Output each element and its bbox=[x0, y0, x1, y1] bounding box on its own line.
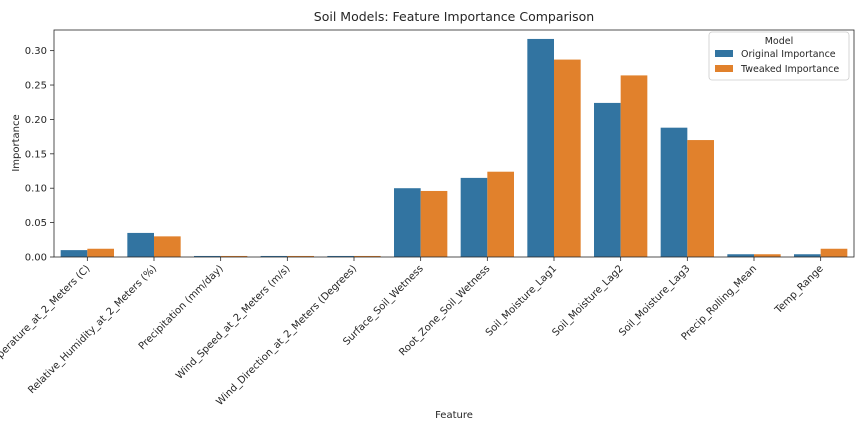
x-tick-label: Temperature_at_2_Meters (C) bbox=[0, 263, 93, 375]
bar-tweaked bbox=[554, 59, 581, 257]
bar-tweaked bbox=[620, 75, 648, 258]
bar-tweaked bbox=[420, 190, 448, 257]
x-tick-label: Soil_Moisture_Lag3 bbox=[617, 263, 692, 338]
y-tick-label: 0.25 bbox=[25, 81, 47, 92]
bar-original bbox=[660, 127, 688, 257]
bar-tweaked bbox=[287, 255, 314, 257]
x-tick-label: Soil_Moisture_Lag2 bbox=[551, 263, 626, 338]
bar-original bbox=[527, 38, 554, 257]
bar-original bbox=[460, 177, 488, 257]
bar-original bbox=[127, 232, 154, 257]
x-tick-label: Soil_Moisture_Lag1 bbox=[484, 263, 559, 338]
bar-tweaked bbox=[487, 171, 514, 257]
x-tick-label: Temp_Range bbox=[773, 263, 826, 316]
x-tick-label: Wind_Speed_at_2_Meters (m/s) bbox=[174, 263, 292, 381]
y-tick-label: 0.00 bbox=[25, 253, 47, 264]
chart-title: Soil Models: Feature Importance Comparis… bbox=[314, 9, 594, 24]
bar-tweaked bbox=[220, 255, 248, 257]
bars bbox=[60, 38, 848, 258]
bar-original bbox=[327, 255, 354, 257]
legend-swatch-original bbox=[715, 50, 733, 57]
x-tick-label: Wind_Direction_at_2_Meters (Degrees) bbox=[215, 263, 360, 408]
bar-original bbox=[727, 254, 754, 257]
legend-box bbox=[708, 31, 850, 81]
bar-tweaked bbox=[154, 236, 181, 257]
bar-tweaked bbox=[820, 248, 848, 257]
y-tick-label: 0.10 bbox=[25, 184, 47, 195]
x-axis: Temperature_at_2_Meters (C)Relative_Humi… bbox=[0, 257, 826, 408]
bar-original bbox=[60, 250, 88, 257]
legend-label-original: Original Importance bbox=[741, 49, 836, 60]
y-tick-label: 0.30 bbox=[25, 46, 47, 57]
x-tick-label: Relative_Humidity_at_2_Meters (%) bbox=[26, 263, 159, 396]
legend: Model Original Importance Tweaked Import… bbox=[708, 31, 850, 81]
bar-original bbox=[194, 255, 221, 257]
bar-original bbox=[794, 254, 821, 257]
bar-tweaked bbox=[754, 254, 781, 257]
x-axis-label: Feature bbox=[435, 410, 473, 421]
y-axis: 0.00 0.05 0.10 0.15 0.20 0.25 0.30 bbox=[25, 46, 54, 264]
legend-swatch-tweaked bbox=[715, 65, 733, 72]
bar-original bbox=[594, 102, 621, 257]
y-tick-label: 0.15 bbox=[25, 149, 47, 160]
y-axis-label: Importance bbox=[11, 114, 22, 171]
bar-tweaked bbox=[87, 248, 114, 257]
bar-tweaked bbox=[354, 255, 381, 257]
legend-title: Model bbox=[765, 36, 794, 47]
legend-label-tweaked: Tweaked Importance bbox=[740, 64, 839, 75]
x-tick-label: Precip_Rolling_Mean bbox=[680, 263, 759, 342]
y-tick-label: 0.05 bbox=[25, 218, 47, 229]
y-tick-label: 0.20 bbox=[25, 115, 47, 126]
bar-original bbox=[394, 188, 421, 257]
plot-frame bbox=[53, 29, 855, 258]
bar-original bbox=[260, 255, 288, 257]
bar-tweaked bbox=[687, 140, 714, 257]
